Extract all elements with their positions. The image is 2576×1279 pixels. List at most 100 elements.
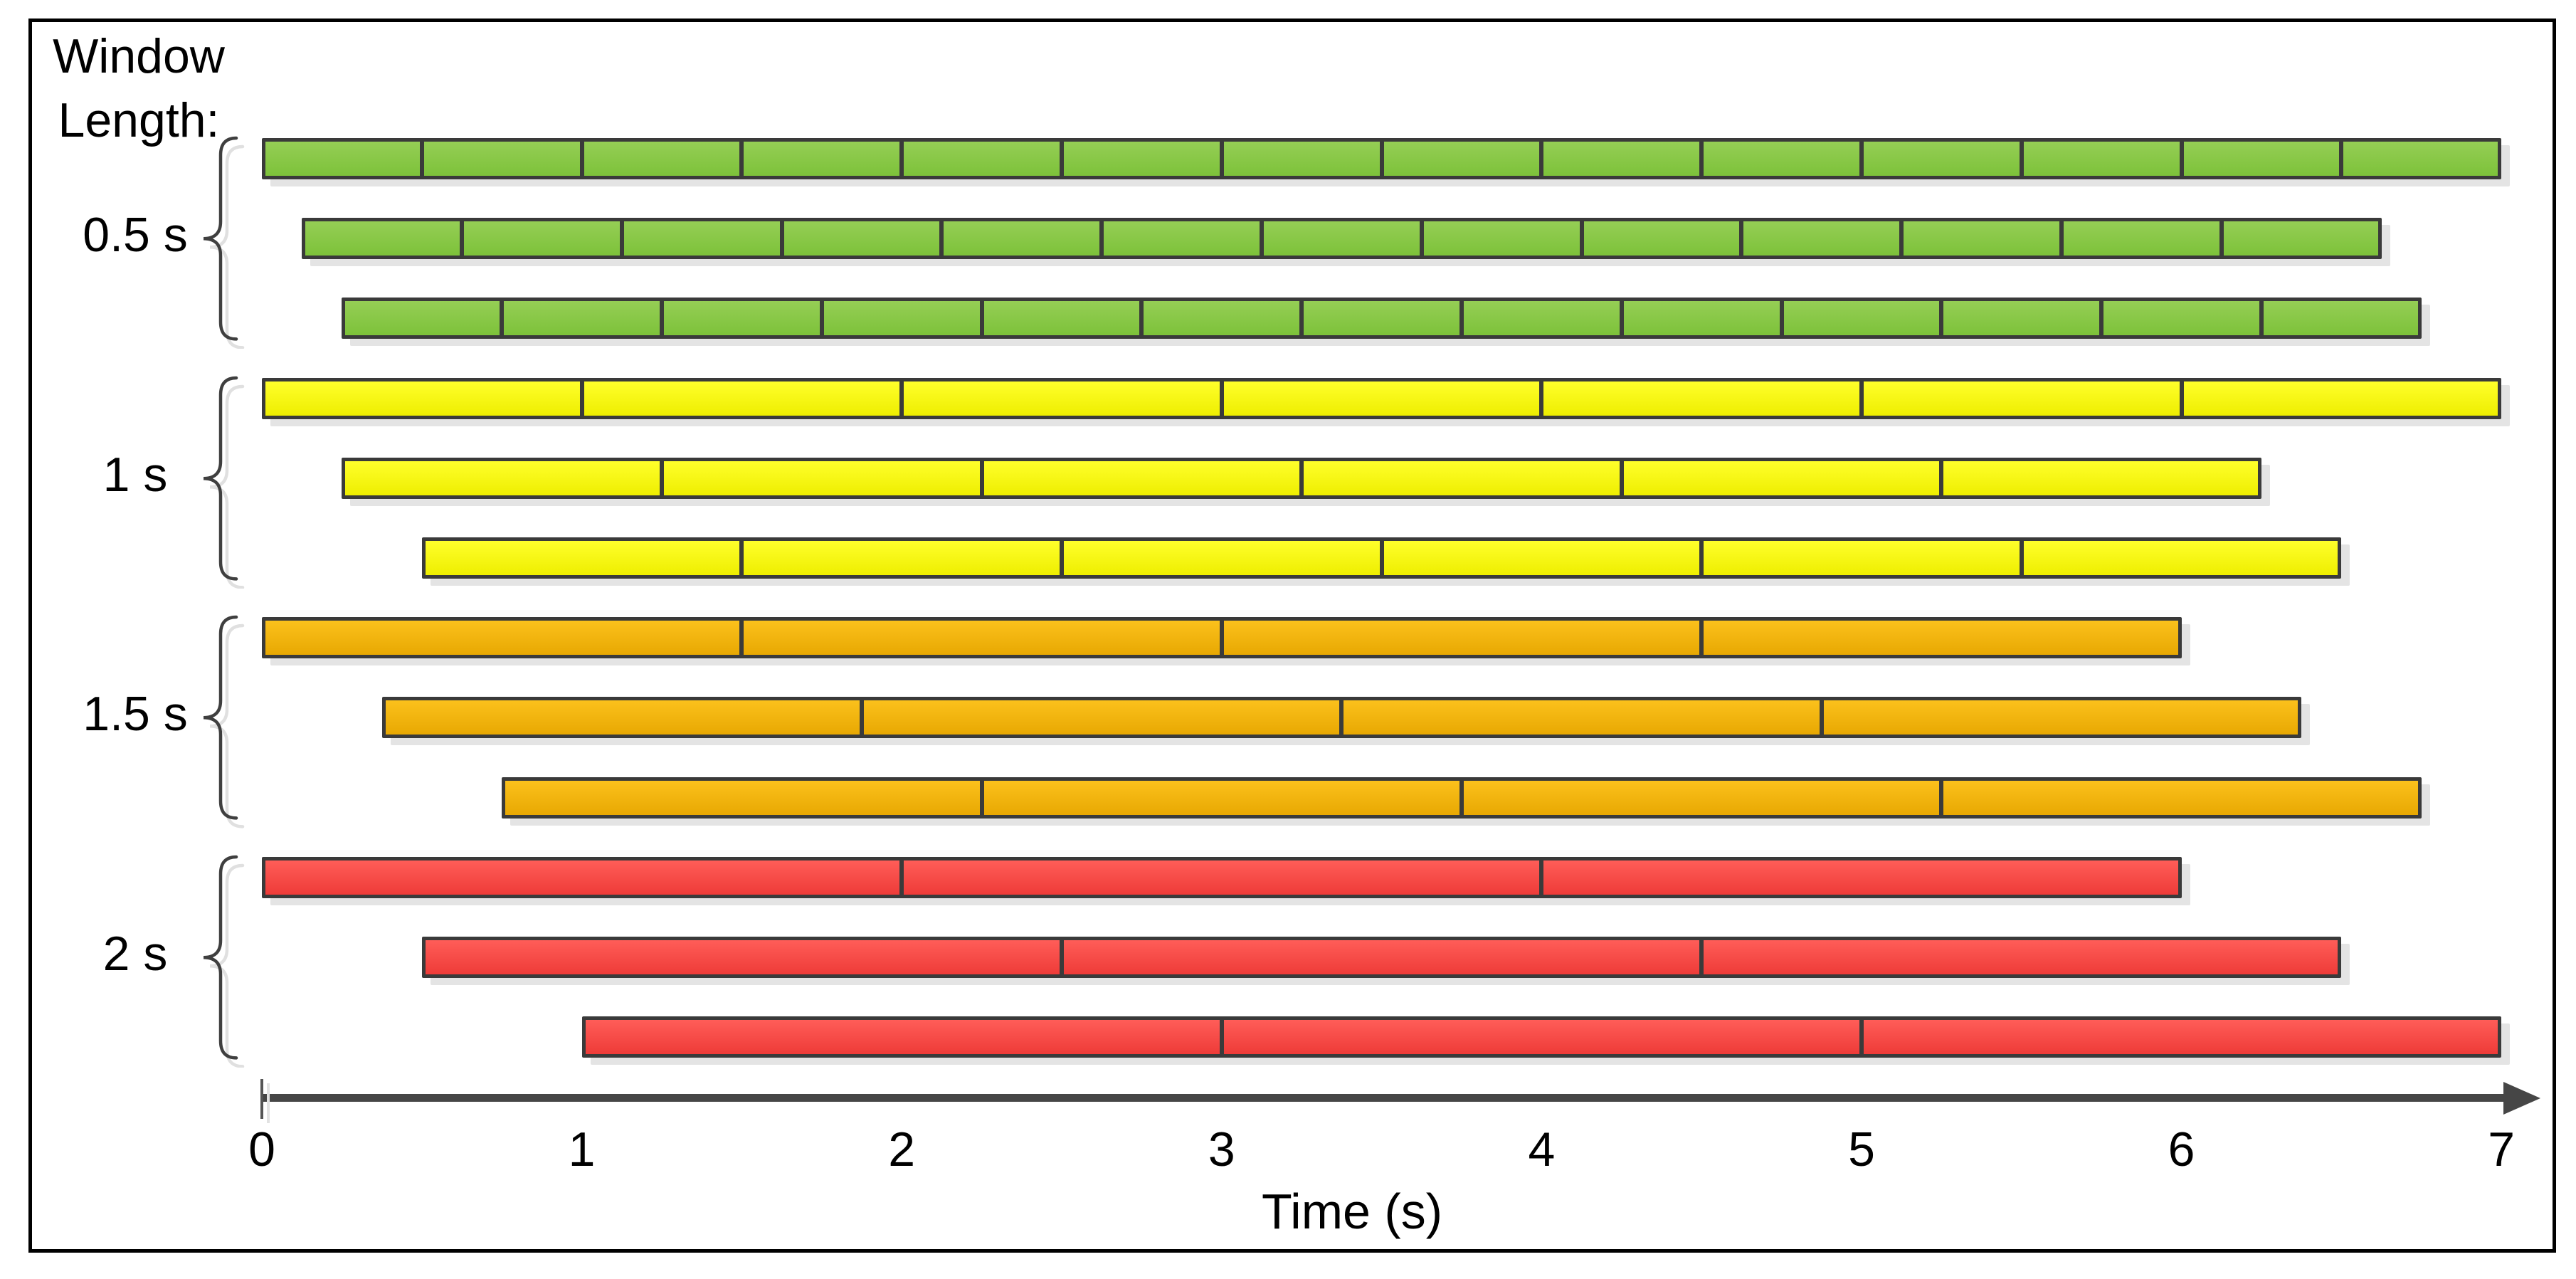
- window-boundary: [2219, 218, 2224, 260]
- window-bar-orange-row1: [262, 617, 2182, 659]
- brace-stroke: [203, 376, 238, 581]
- window-boundary: [819, 298, 824, 340]
- window-boundary: [1099, 218, 1104, 260]
- window-boundary: [1299, 298, 1304, 340]
- window-boundary: [979, 298, 984, 340]
- window-bar-yellow-row3: [421, 537, 2342, 579]
- window-boundary: [1379, 537, 1384, 579]
- window-boundary: [1539, 377, 1544, 419]
- window-boundary: [1459, 298, 1464, 340]
- tick-label-0: 0: [248, 1122, 275, 1177]
- window-length-caption-line2: Length:: [58, 93, 220, 147]
- window-bar-red-row1: [262, 856, 2182, 898]
- window-boundary: [1259, 218, 1264, 260]
- window-boundary: [579, 377, 584, 419]
- window-boundary: [459, 218, 464, 260]
- group-label-red: 2 s: [102, 927, 168, 981]
- group-brace-green: [203, 136, 245, 349]
- figure-border: [28, 19, 2556, 1253]
- window-bar-yellow-row1: [262, 377, 2502, 419]
- tick-label-3: 3: [1208, 1122, 1235, 1177]
- window-boundary: [1699, 937, 1704, 978]
- window-boundary: [1339, 697, 1344, 739]
- window-boundary: [1579, 218, 1584, 260]
- group-label-orange: 1.5 s: [83, 687, 188, 742]
- group-label-yellow: 1 s: [102, 447, 168, 502]
- window-bar-red-row2: [421, 937, 2342, 978]
- window-boundary: [1859, 138, 1864, 179]
- window-boundary: [1819, 697, 1824, 739]
- window-boundary: [1379, 138, 1384, 179]
- brace-stroke: [203, 615, 238, 820]
- window-boundary: [1299, 457, 1304, 499]
- window-boundary: [500, 298, 505, 340]
- window-boundary: [1219, 1016, 1224, 1058]
- window-bar-orange-row2: [381, 697, 2302, 739]
- tick-label-1: 1: [568, 1122, 596, 1177]
- window-boundary: [1699, 617, 1704, 659]
- group-brace-red: [203, 855, 245, 1068]
- window-boundary: [1060, 138, 1064, 179]
- window-boundary: [1899, 218, 1904, 260]
- window-boundary: [1739, 218, 1744, 260]
- time-axis-title: Time (s): [1261, 1184, 1443, 1239]
- window-boundary: [2059, 218, 2064, 260]
- window-boundary: [2019, 138, 2024, 179]
- window-boundary: [979, 777, 984, 819]
- window-boundary: [1139, 298, 1144, 340]
- window-boundary: [1699, 138, 1704, 179]
- window-boundary: [1619, 457, 1624, 499]
- time-axis-line: [262, 1094, 2508, 1102]
- window-boundary: [1699, 537, 1704, 579]
- window-boundary: [1219, 138, 1224, 179]
- brace-stroke: [203, 136, 238, 341]
- brace-stroke: [203, 855, 238, 1060]
- window-boundary: [659, 298, 664, 340]
- window-boundary: [899, 377, 904, 419]
- tick-label-7: 7: [2488, 1122, 2516, 1177]
- window-boundary: [1619, 298, 1624, 340]
- window-boundary: [1539, 856, 1544, 898]
- window-boundary: [739, 617, 744, 659]
- window-boundary: [1859, 1016, 1864, 1058]
- group-brace-yellow: [203, 376, 245, 589]
- window-bar-red-row3: [581, 1016, 2502, 1058]
- window-bar-green-row2: [302, 218, 2382, 260]
- window-boundary: [419, 138, 424, 179]
- window-boundary: [1059, 937, 1064, 978]
- window-boundary: [1459, 777, 1464, 819]
- window-boundary: [1219, 377, 1224, 419]
- tick-label-6: 6: [2168, 1122, 2195, 1177]
- window-boundary: [739, 537, 744, 579]
- window-bar-orange-row3: [502, 777, 2422, 819]
- window-boundary: [1419, 218, 1424, 260]
- window-boundary: [899, 138, 904, 179]
- window-boundary: [579, 138, 584, 179]
- window-boundary: [1219, 617, 1224, 659]
- window-boundary: [2179, 377, 2184, 419]
- window-bar-yellow-row2: [342, 457, 2261, 499]
- window-boundary: [1939, 457, 1944, 499]
- window-boundary: [1779, 298, 1784, 340]
- window-bar-green-row1: [262, 138, 2502, 179]
- window-boundary: [1859, 377, 1864, 419]
- time-axis-arrowhead: [2503, 1082, 2540, 1115]
- axis-origin-tick: [260, 1079, 263, 1119]
- window-boundary: [2179, 138, 2184, 179]
- window-boundary: [2259, 298, 2264, 340]
- window-boundary: [739, 138, 744, 179]
- window-boundary: [2339, 138, 2344, 179]
- group-label-green: 0.5 s: [83, 208, 188, 263]
- window-boundary: [2019, 537, 2024, 579]
- window-boundary: [659, 457, 664, 499]
- window-length-caption-line1: Window: [53, 29, 225, 83]
- window-boundary: [939, 218, 944, 260]
- window-boundary: [2099, 298, 2104, 340]
- window-boundary: [1539, 138, 1544, 179]
- window-bar-green-row3: [342, 298, 2422, 340]
- tick-label-2: 2: [888, 1122, 916, 1177]
- window-boundary: [1059, 537, 1064, 579]
- window-boundary: [899, 856, 904, 898]
- window-boundary: [1939, 777, 1944, 819]
